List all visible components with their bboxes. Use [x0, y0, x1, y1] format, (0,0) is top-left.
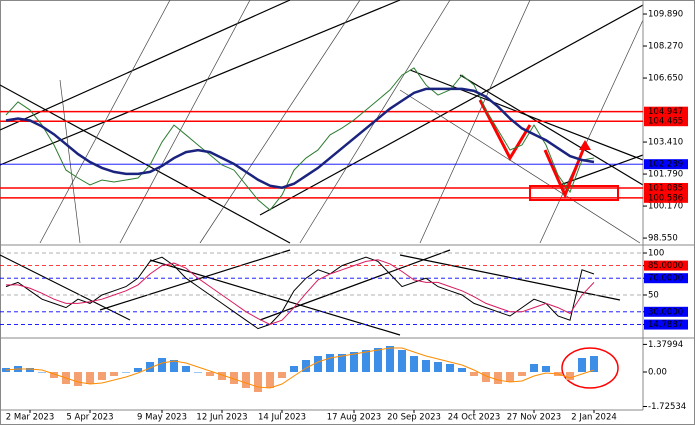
histogram-bar: [74, 372, 82, 386]
histogram-bar: [482, 372, 490, 382]
level-label-box: [644, 192, 688, 203]
x-tick-label: 17 Aug 2023: [327, 413, 381, 423]
histogram-bar: [362, 350, 370, 372]
x-tick-label: 20 Sep 2023: [387, 413, 441, 423]
histogram-bar: [254, 372, 262, 392]
series-line: [5, 67, 595, 211]
y-tick-label: 85.0000: [648, 261, 683, 271]
histogram-bar: [530, 364, 538, 372]
x-tick-label: 2 Mar 2023: [6, 413, 54, 423]
level-label: 104.947: [648, 107, 683, 117]
histogram-bar: [86, 372, 94, 384]
x-tick-label: 12 Jun 2023: [196, 413, 247, 423]
histogram-bar: [134, 368, 142, 372]
histogram-bar: [230, 372, 238, 384]
histogram-bar: [518, 372, 526, 376]
y-tick-label: 103.410: [648, 138, 683, 148]
annotations: [478, 99, 619, 389]
x-tick-label: 27 Nov 2023: [507, 413, 561, 423]
histogram-bar: [182, 366, 190, 372]
histogram-bar: [38, 372, 46, 373]
level-label-box: [644, 106, 688, 117]
histogram-bar: [458, 368, 466, 372]
histogram-bar: [110, 372, 118, 376]
histogram-bar: [242, 372, 250, 388]
level-label: 104.465: [648, 117, 683, 127]
histogram-bar: [506, 372, 514, 382]
histogram-bar: [302, 360, 310, 372]
y-tick-label: -1.72534: [648, 402, 686, 412]
y-tick-label: 1.37994: [648, 340, 683, 350]
histogram-bar: [98, 372, 106, 380]
histogram-bar: [122, 372, 130, 373]
level-label: 102.289: [648, 160, 683, 170]
series-line: [6, 259, 595, 325]
histogram-bar: [374, 348, 382, 372]
y-tick-label: 101.790: [648, 170, 683, 180]
y-tick-label: 106.650: [648, 74, 683, 84]
y-tick-label: 109.890: [648, 10, 683, 20]
y-tick-label: 98.550: [648, 234, 678, 244]
histogram-bar: [398, 350, 406, 372]
x-tick-label: 5 Apr 2023: [66, 413, 113, 423]
histogram-bar: [314, 356, 322, 372]
y-tick-label: 108.270: [648, 42, 683, 52]
x-tick-label: 2 Jan 2024: [571, 413, 617, 423]
histogram-bar: [194, 372, 202, 373]
histogram-bar: [26, 368, 34, 372]
histogram-bar: [206, 372, 214, 376]
histogram-bar: [146, 362, 154, 372]
level-label-box: [644, 159, 688, 170]
histogram-bar: [170, 360, 178, 372]
level-label-box: [644, 306, 688, 317]
histogram-bar: [422, 360, 430, 372]
level-label-box: [644, 273, 688, 284]
level-label-box: [644, 260, 688, 271]
histogram-bar: [434, 362, 442, 372]
level-label: 101.085: [648, 183, 683, 193]
series-line: [5, 347, 595, 389]
histogram-bar: [278, 372, 286, 378]
histogram-bar: [542, 366, 550, 372]
histogram-bar: [578, 358, 586, 372]
histogram-bar: [386, 346, 394, 372]
histogram-bar: [590, 356, 598, 372]
histogram-bar: [338, 354, 346, 372]
histogram-bar: [218, 372, 226, 380]
y-tick-label: 100.170: [648, 202, 683, 212]
histogram-bar: [326, 354, 334, 372]
y-tick-label: 70.0000: [648, 274, 683, 284]
histogram-bar: [158, 358, 166, 372]
y-tick-label: 100: [648, 249, 664, 259]
level-label-box: [644, 182, 688, 193]
histogram-bar: [494, 372, 502, 384]
level-label: 100.586: [648, 193, 683, 203]
histogram-bar: [50, 372, 58, 378]
y-tick-label: 30.0000: [648, 307, 683, 317]
histogram-bar: [446, 364, 454, 372]
y-tick-label: 0.00: [648, 368, 667, 378]
series-line: [5, 87, 595, 189]
histogram-bar: [266, 372, 274, 388]
histogram-bar: [350, 352, 358, 372]
histogram-bar: [470, 372, 478, 376]
series-line: [5, 256, 595, 330]
histogram-bar: [410, 356, 418, 372]
histogram-bar: [566, 372, 574, 380]
x-tick-label: 9 May 2023: [137, 413, 187, 423]
level-label-box: [644, 116, 688, 127]
x-tick-label: 14 Jul 2023: [258, 413, 306, 423]
x-tick-label: 24 Oct 2023: [448, 413, 501, 423]
y-tick-label: 14.7887: [648, 320, 683, 330]
level-label-box: [644, 319, 688, 330]
y-tick-label: 50: [648, 291, 659, 301]
histogram-bar: [290, 366, 298, 372]
